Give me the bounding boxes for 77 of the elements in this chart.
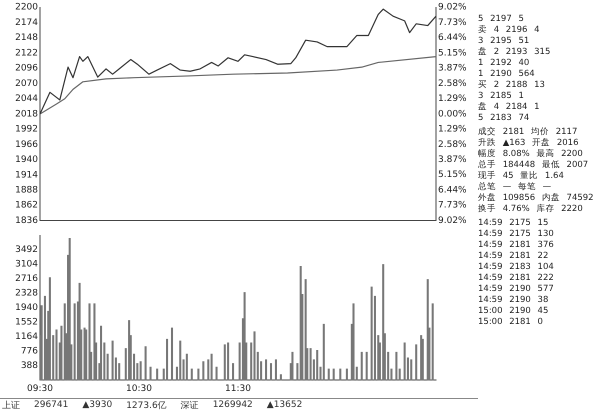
text: 换手 4.76% 库存 2220 (478, 204, 583, 214)
text: 5 2183 74 (478, 113, 530, 123)
text: 买 2 2188 13 (478, 80, 545, 90)
y2-tick-label: 5.15% (438, 48, 468, 58)
text: ▲13652 (266, 400, 302, 410)
y-tick-label: 3492 (15, 245, 38, 256)
text: 14:59 2181 22 (478, 251, 548, 261)
y-tick-label: 1552 (15, 318, 38, 328)
text: 3 2195 51 (478, 36, 530, 46)
y2-tick-label: 7.73% (438, 18, 468, 28)
y-tick-label: 1862 (15, 200, 38, 211)
text: 15:00 2181 0 (478, 317, 543, 327)
y-tick-label: 2200 (15, 2, 38, 13)
text: 总笔 — 每笔 — (478, 182, 552, 192)
y-tick-label: 2070 (15, 78, 38, 89)
text: 盘 2 2193 315 (478, 47, 550, 57)
y2-tick-label: 9.02% (438, 2, 468, 13)
text: 外盘 109856 内盘 74592 (478, 193, 594, 203)
y2-tick-label: 6.44% (438, 33, 468, 44)
text: 14:59 2175 130 (478, 229, 554, 239)
text: 现手 45 量比 1.64 (478, 171, 564, 181)
y2-tick-label: 9.02% (438, 216, 468, 226)
y-tick-label: 3104 (15, 260, 38, 270)
text: 5 2197 5 (478, 14, 524, 24)
x-tick-label: 10:30 (126, 384, 152, 394)
y-tick-label: 1888 (15, 185, 38, 196)
y-tick-label: 2328 (15, 288, 38, 299)
y-tick-label: 1164 (15, 332, 38, 342)
text: 296741 (34, 400, 68, 410)
text: 1 2190 564 (478, 69, 535, 79)
text: 总手 184448 最低 2007 (478, 160, 588, 170)
text: 盘 4 2184 1 (478, 102, 540, 112)
y2-tick-label: 5.15% (438, 170, 468, 180)
y-tick-label: 388 (20, 361, 38, 372)
y-tick-label: 2148 (15, 33, 38, 44)
y-tick-label: 1966 (15, 140, 38, 150)
x-tick-label: 09:30 (27, 384, 54, 394)
text: 深证 (180, 400, 199, 411)
text: 1269942 (212, 400, 253, 410)
y2-tick-label: 1.29% (438, 94, 468, 104)
y-tick-label: 2716 (15, 274, 38, 284)
text: 14:59 2190 577 (478, 284, 554, 294)
y-tick-label: 1940 (15, 155, 38, 166)
y2-tick-label: 7.73% (438, 200, 468, 211)
text: 14:59 2181 222 (478, 273, 554, 283)
text: 上证 (2, 400, 20, 411)
y-tick-label: 2174 (15, 18, 38, 28)
text: 14:59 2183 104 (478, 262, 554, 272)
y2-tick-label: 3.87% (438, 64, 468, 74)
y-tick-label: 776 (20, 346, 38, 357)
x-tick-label: 11:30 (225, 384, 252, 394)
text: ▲3930 (82, 400, 112, 410)
text: 14:59 2190 38 (478, 295, 548, 305)
y-tick-label: 1914 (15, 170, 38, 180)
y-tick-label: 1940 (15, 303, 38, 314)
y2-tick-label: 2.58% (438, 140, 468, 150)
text: 14:59 2181 376 (478, 240, 554, 250)
text: 1 2192 40 (478, 58, 530, 68)
y2-tick-label: 1.29% (438, 124, 468, 135)
y-tick-label: 2096 (15, 64, 38, 74)
y-tick-label: 1836 (15, 216, 38, 226)
text: 1273.6亿 (126, 400, 167, 411)
y-tick-label: 2018 (15, 109, 38, 120)
text: 升跌 ▲163 开盘 2016 (478, 138, 578, 148)
y2-tick-label: 2.58% (438, 78, 468, 89)
text: 14:59 2175 15 (478, 218, 548, 228)
text: 幅度 8.08% 最高 2200 (478, 149, 583, 159)
y2-tick-label: 0.00% (438, 109, 468, 120)
text: 卖 4 2196 4 (478, 25, 540, 35)
y2-tick-label: 6.44% (438, 185, 468, 196)
y-tick-label: 2044 (15, 94, 38, 104)
y2-tick-label: 3.87% (438, 155, 468, 166)
y-tick-label: 1992 (15, 124, 38, 135)
text: 成交 2181 均价 2117 (478, 127, 578, 137)
text: 3 2185 1 (478, 91, 524, 101)
y-tick-label: 2122 (15, 48, 38, 58)
text: 15:00 2190 45 (478, 306, 548, 316)
